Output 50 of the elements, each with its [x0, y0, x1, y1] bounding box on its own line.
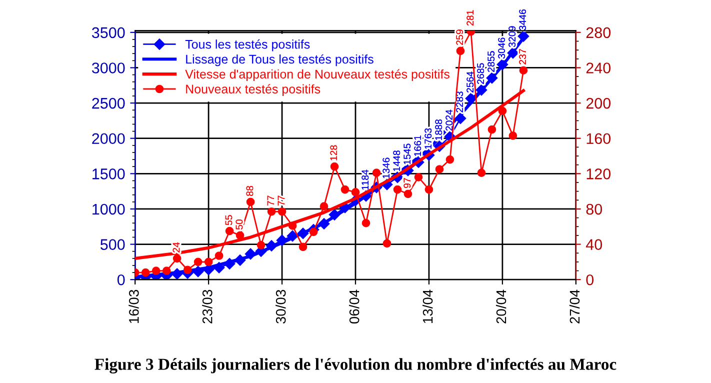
legend-label: Tous les testés positifs [185, 39, 310, 52]
y-tick-label: 3000 [92, 62, 125, 74]
data-label: 281 [466, 10, 474, 26]
data-label: 3046 [498, 38, 506, 59]
y-tick-label: 1500 [92, 168, 125, 180]
y-tick-label: 3500 [92, 27, 125, 38]
x-tick-label: 16/03 [128, 290, 139, 324]
y-tick-label: 1000 [92, 204, 125, 215]
x-tick-label: 13/04 [422, 290, 433, 324]
data-label: 77 [278, 196, 285, 206]
y2-tick-label: 280 [586, 27, 611, 38]
y-tick-label: 2000 [92, 133, 125, 144]
data-label: 2685 [477, 63, 484, 84]
data-label: 1448 [393, 150, 400, 172]
y-tick-label: 2500 [92, 98, 125, 109]
data-label: 88 [246, 186, 254, 196]
data-label: 50 [236, 219, 243, 230]
data-label: 128 [330, 145, 338, 160]
data-label: 55 [225, 215, 232, 226]
x-tick-label: 30/03 [276, 290, 286, 324]
y2-tick-label: 80 [586, 204, 602, 215]
legend-label: Nouveaux testés positifs [186, 84, 320, 96]
data-label: 1184 [362, 170, 369, 190]
data-label: 24 [172, 242, 180, 252]
legend-label: Vitesse d'apparition de Nouveaux testés positifs [185, 69, 450, 82]
y-tick-label: 500 [100, 239, 125, 250]
y2-tick-label: 160 [586, 133, 611, 144]
y-tick-label: 0 [117, 274, 125, 286]
data-label: 3446 [519, 9, 526, 30]
data-label: 97 [404, 178, 411, 188]
data-label: 1661 [414, 136, 422, 156]
text: Figure 3 Détails journaliers de l'évolution du nombre d'infectés au Maroc [94, 358, 616, 374]
x-tick-label: 27/04 [569, 290, 580, 324]
data-label: 2564 [466, 72, 474, 92]
data-label: 237 [519, 49, 526, 64]
y2-tick-label: 200 [586, 98, 611, 109]
x-tick-label: 23/03 [202, 290, 212, 324]
y2-tick-label: 40 [586, 239, 602, 250]
y2-tick-label: 240 [586, 62, 611, 74]
data-label: 2855 [488, 51, 495, 72]
x-tick-label: 06/04 [349, 290, 360, 324]
y2-tick-label: 120 [586, 168, 611, 180]
y2-tick-label: 0 [586, 274, 594, 286]
data-label: 1346 [382, 158, 390, 178]
data-label: 3209 [508, 26, 516, 48]
data-label: 1545 [404, 144, 411, 164]
data-label: 77 [267, 196, 274, 206]
x-tick-label: 20/04 [496, 290, 506, 324]
legend-label: Lissage de Tous les testés positifs [186, 54, 374, 66]
data-label: 259 [456, 30, 464, 45]
